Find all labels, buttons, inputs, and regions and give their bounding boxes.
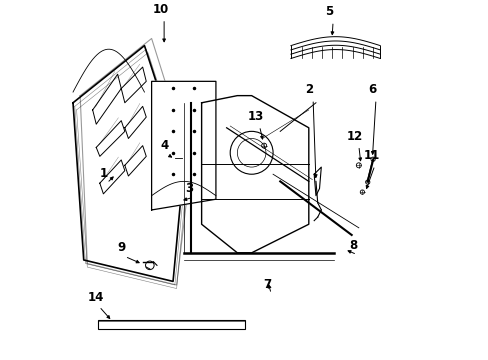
- Text: 4: 4: [160, 139, 168, 152]
- Polygon shape: [151, 81, 216, 210]
- Text: 3: 3: [184, 181, 193, 195]
- Text: 5: 5: [325, 5, 333, 18]
- Text: 13: 13: [247, 110, 264, 123]
- Polygon shape: [98, 320, 244, 329]
- Text: 12: 12: [346, 130, 363, 143]
- Text: 14: 14: [87, 291, 103, 303]
- Text: 11: 11: [363, 149, 379, 162]
- Text: 2: 2: [305, 84, 313, 96]
- Text: 10: 10: [152, 3, 168, 16]
- Text: 9: 9: [117, 240, 125, 253]
- Text: 8: 8: [348, 239, 357, 252]
- Text: 1: 1: [99, 167, 107, 180]
- Text: 6: 6: [367, 84, 376, 96]
- Text: 7: 7: [263, 278, 271, 291]
